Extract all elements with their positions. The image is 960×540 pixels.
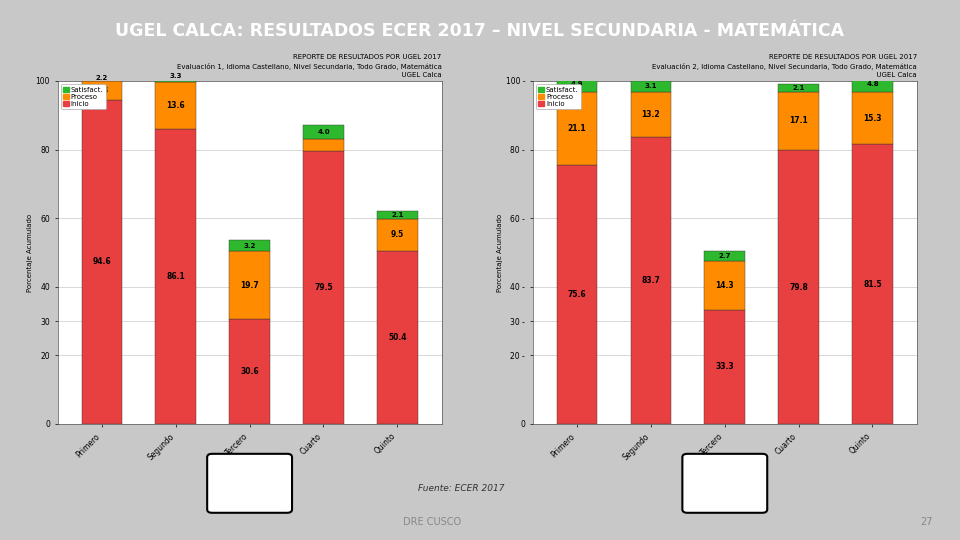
Y-axis label: Porcentaje Acumulado: Porcentaje Acumulado (496, 213, 503, 292)
Bar (156, 82, 196, 129)
Text: 13.2: 13.2 (641, 110, 660, 119)
Bar (631, 81, 671, 92)
Bar (705, 310, 745, 424)
Text: 3.1: 3.1 (645, 83, 658, 89)
Text: 13.6: 13.6 (166, 101, 185, 110)
Legend: Satisfact., Proceso, Inicio: Satisfact., Proceso, Inicio (537, 84, 581, 109)
Text: 50.4: 50.4 (388, 333, 406, 342)
Bar (229, 252, 270, 319)
Text: 30.6: 30.6 (240, 367, 259, 376)
Text: UGEL CALCA: RESULTADOS ECER 2017 – NIVEL SECUNDARIA - MATEMÁTICA: UGEL CALCA: RESULTADOS ECER 2017 – NIVEL… (115, 22, 845, 40)
Text: 5 604: 5 604 (228, 465, 272, 479)
Bar (852, 92, 893, 144)
Text: 3.3: 3.3 (170, 73, 182, 79)
Bar (229, 319, 270, 424)
Bar (852, 144, 893, 424)
Bar (82, 99, 122, 424)
Text: 86.1: 86.1 (166, 272, 185, 281)
Bar (779, 150, 819, 424)
Text: 94.6: 94.6 (92, 257, 111, 266)
Bar (557, 92, 597, 165)
Text: 2.2: 2.2 (96, 75, 108, 80)
Bar (303, 151, 344, 424)
Bar (377, 251, 418, 424)
Y-axis label: Porcentaje Acumulado: Porcentaje Acumulado (27, 213, 33, 292)
Text: 9.5: 9.5 (391, 230, 404, 239)
Text: 4.9: 4.9 (571, 81, 584, 87)
Text: 27: 27 (920, 517, 933, 527)
Text: evaluados: evaluados (227, 497, 273, 506)
Bar (377, 211, 418, 219)
Text: Estudiantes: Estudiantes (698, 485, 752, 495)
Text: 3.2: 3.2 (244, 243, 255, 249)
Text: Fuente: ECER 2017: Fuente: ECER 2017 (418, 484, 504, 493)
Bar (156, 71, 196, 82)
Bar (779, 84, 819, 92)
Text: DRE CUSCO: DRE CUSCO (403, 517, 461, 527)
Text: 33.3: 33.3 (715, 362, 734, 372)
Text: 79.8: 79.8 (789, 282, 808, 292)
Bar (631, 137, 671, 424)
Bar (82, 82, 122, 99)
Text: REPORTE DE RESULTADOS POR UGEL 2017
Evaluación 2, Idioma Castellano, Nivel Secun: REPORTE DE RESULTADOS POR UGEL 2017 Eval… (652, 55, 917, 78)
Bar (705, 261, 745, 310)
Bar (779, 92, 819, 150)
Text: 2.1: 2.1 (792, 85, 804, 91)
Text: 4.8: 4.8 (866, 81, 878, 87)
Text: 83.7: 83.7 (641, 276, 660, 285)
FancyBboxPatch shape (207, 454, 292, 513)
Text: 2.1: 2.1 (391, 212, 403, 218)
Text: evaluados: evaluados (702, 497, 748, 506)
Bar (82, 74, 122, 82)
FancyBboxPatch shape (683, 454, 767, 513)
Text: 17.1: 17.1 (789, 117, 808, 125)
Bar (303, 125, 344, 139)
Legend: Satisfact., Proceso, Inicio: Satisfact., Proceso, Inicio (61, 84, 106, 109)
Text: 19.7: 19.7 (240, 281, 259, 289)
Text: 21.1: 21.1 (567, 124, 587, 133)
Bar (557, 165, 597, 424)
Text: 14.3: 14.3 (715, 281, 734, 289)
Text: Estudiantes: Estudiantes (223, 485, 276, 495)
Bar (229, 240, 270, 252)
Bar (303, 139, 344, 151)
Text: 75.6: 75.6 (567, 290, 587, 299)
Bar (631, 92, 671, 137)
Text: 7 251: 7 251 (703, 465, 747, 479)
Bar (557, 76, 597, 92)
Text: 2.7: 2.7 (719, 253, 731, 259)
Bar (377, 219, 418, 251)
Text: 81.5: 81.5 (863, 280, 882, 289)
Bar (156, 129, 196, 424)
Text: 15.3: 15.3 (863, 114, 881, 123)
Text: 5.3: 5.3 (95, 86, 108, 95)
Bar (852, 76, 893, 92)
Text: REPORTE DE RESULTADOS POR UGEL 2017
Evaluación 1, Idioma Castellano, Nivel Secun: REPORTE DE RESULTADOS POR UGEL 2017 Eval… (177, 55, 442, 78)
Text: 79.5: 79.5 (314, 283, 333, 292)
Bar (705, 252, 745, 261)
Text: 4.0: 4.0 (317, 129, 329, 135)
